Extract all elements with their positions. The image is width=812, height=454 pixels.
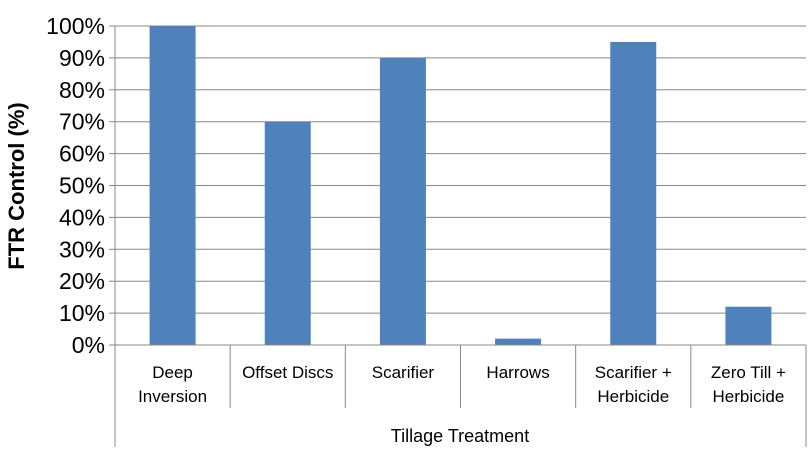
x-tick-label: Scarifier + Herbicide (595, 363, 672, 406)
y-tick-label: 60% (59, 141, 105, 167)
x-tick-label: Zero Till + Herbicide (711, 363, 786, 406)
y-tick-label: 30% (59, 236, 105, 262)
y-tick-label: 10% (59, 300, 105, 326)
y-tick-label: 90% (59, 45, 105, 71)
bar (610, 41, 657, 345)
bar (264, 121, 311, 345)
y-tick-label: 100% (46, 13, 105, 39)
bar (725, 306, 772, 345)
x-axis: Deep Inversion Offset Discs Scarifier Harrow… (114, 26, 807, 447)
x-tick-label: Scarifier (372, 363, 435, 382)
x-tick-label: Harrows (486, 363, 549, 382)
y-tick-label: 20% (59, 268, 105, 294)
y-tick-label: 50% (59, 173, 105, 199)
bar (149, 26, 196, 345)
bar (379, 57, 426, 346)
x-tick-label: Offset Discs (242, 363, 333, 382)
y-tick-label: 0% (72, 332, 105, 358)
x-tick-label: Deep Inversion (138, 363, 207, 406)
y-tick-label: 80% (59, 77, 105, 103)
y-tick-label: 40% (59, 204, 105, 230)
y-axis-ticks: 0% 10% 20% 30% 40% 50% 60% 70% 80% 90% 100% (46, 13, 115, 358)
y-axis-label: FTR Control (%) (4, 102, 29, 269)
gridlines (115, 25, 806, 314)
y-tick-label: 70% (59, 109, 105, 135)
bar (495, 338, 542, 345)
bars (149, 26, 772, 346)
x-axis-label: Tillage Treatment (391, 426, 529, 446)
